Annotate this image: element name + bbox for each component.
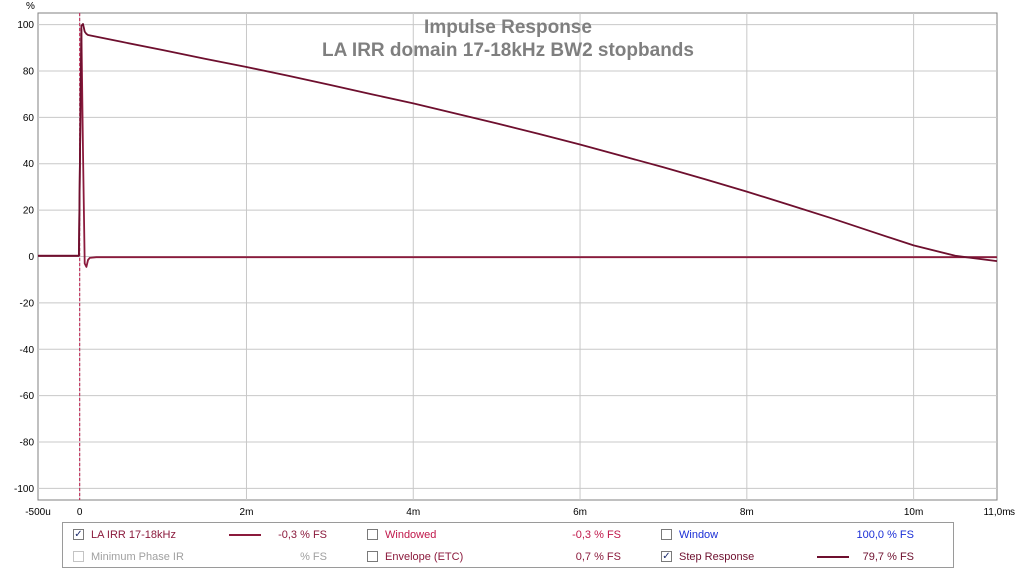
y-tick-label: -40 [20, 345, 35, 356]
legend-label-la-irr: LA IRR 17-18kHz [91, 529, 176, 541]
y-tick-label: 80 [23, 66, 35, 77]
chart-subtitle: LA IRR domain 17-18kHz BW2 stopbands [322, 40, 694, 61]
x-tick-label: 4m [406, 507, 420, 518]
x-tick-label: 11,0m [983, 507, 1010, 518]
axis-ticks: 100 80 60 40 20 0 -20 -40 -60 -80 -100 -500u 0 2m 4m 6m… [14, 20, 1011, 518]
legend-value-la-irr: -0,3 % FS [278, 529, 327, 541]
y-tick-label: 100 [17, 20, 34, 31]
checkbox-envelope[interactable] [367, 551, 378, 562]
legend-value-window: 100,0 % FS [856, 529, 914, 541]
x-tick-label: 2m [240, 507, 254, 518]
legend-item-minimum-phase: Minimum Phase IR % FS [73, 547, 363, 567]
y-tick-label: 20 [23, 206, 35, 217]
legend-item-windowed[interactable]: Windowed -0,3 % FS [367, 525, 657, 545]
legend-label-step-response: Step Response [679, 551, 755, 563]
y-tick-label: 40 [23, 159, 35, 170]
checkbox-la-irr[interactable]: ✓ [73, 529, 84, 540]
legend-label-minimum-phase: Minimum Phase IR [91, 551, 184, 563]
legend-swatch-step-response [817, 556, 849, 558]
y-tick-label: -100 [14, 484, 34, 495]
legend-value-windowed: -0,3 % FS [572, 529, 621, 541]
y-tick-label: -60 [20, 391, 35, 402]
y-tick-label: -20 [20, 298, 35, 309]
legend-value-envelope: 0,7 % FS [575, 551, 621, 563]
y-tick-label: -80 [20, 438, 35, 449]
checkbox-windowed[interactable] [367, 529, 378, 540]
x-tick-label: -500u [25, 507, 51, 518]
checkbox-step-response[interactable]: ✓ [661, 551, 672, 562]
legend-label-window: Window [679, 529, 719, 541]
x-tick-label: 0 [77, 507, 83, 518]
legend-value-step-response: 79,7 % FS [862, 551, 914, 563]
legend-panel: ✓ LA IRR 17-18kHz -0,3 % FS Windowed -0,… [62, 522, 954, 568]
chart-title: Impulse Response [424, 17, 592, 38]
y-unit-label: % [26, 1, 35, 12]
x-tick-label: 10m [904, 507, 923, 518]
impulse-response-chart: 100 80 60 40 20 0 -20 -40 -60 -80 -100 -500u 0 2m 4m 6m… [14, 1, 1015, 518]
legend-item-envelope[interactable]: Envelope (ETC) 0,7 % FS [367, 547, 657, 567]
series-line-step-response [38, 22, 998, 262]
legend-label-envelope: Envelope (ETC) [385, 551, 464, 563]
y-tick-label: 0 [28, 252, 34, 263]
x-tick-label: 6m [573, 507, 587, 518]
series-layer [38, 22, 998, 268]
legend-item-window[interactable]: Window 100,0 % FS [661, 525, 951, 545]
x-tick-label: 8m [740, 507, 754, 518]
legend-value-minimum-phase: % FS [300, 551, 327, 563]
legend-swatch-la-irr [229, 534, 261, 536]
legend-label-windowed: Windowed [385, 529, 437, 541]
legend-item-step-response[interactable]: ✓ Step Response 79,7 % FS [661, 547, 951, 567]
checkbox-window[interactable] [661, 529, 672, 540]
x-unit-label: s [1010, 507, 1015, 518]
checkbox-minimum-phase [73, 551, 84, 562]
y-tick-label: 60 [23, 113, 35, 124]
legend-item-la-irr[interactable]: ✓ LA IRR 17-18kHz -0,3 % FS [73, 525, 363, 545]
